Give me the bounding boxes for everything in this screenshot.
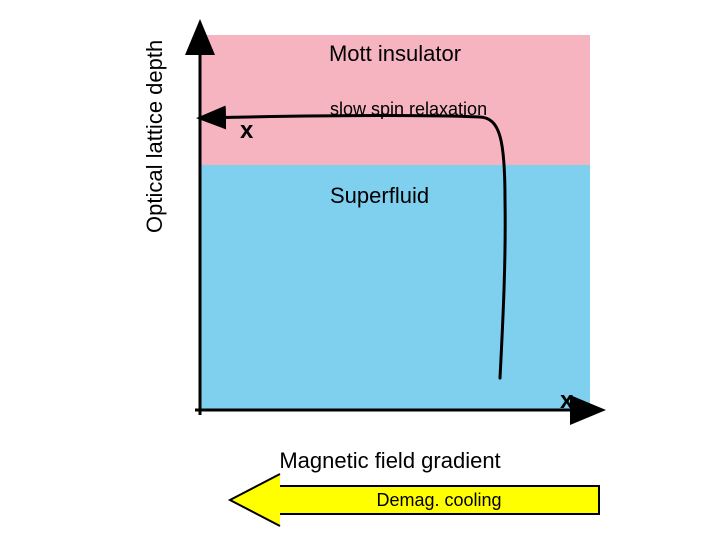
path-and-arrows-svg <box>140 20 610 420</box>
demag-head-outline <box>230 474 280 526</box>
demag-arrow-body: Demag. cooling <box>280 485 600 515</box>
x-axis-label: Magnetic field gradient <box>260 448 520 474</box>
demag-arrow-head-border <box>228 472 282 528</box>
trajectory-path <box>202 115 505 378</box>
plot-area: Mott insulator slow spin relaxation Supe… <box>200 35 590 410</box>
phase-diagram: Mott insulator slow spin relaxation Supe… <box>140 20 600 440</box>
y-axis-label: Optical lattice depth <box>142 40 168 233</box>
demag-cooling-label: Demag. cooling <box>376 490 501 511</box>
